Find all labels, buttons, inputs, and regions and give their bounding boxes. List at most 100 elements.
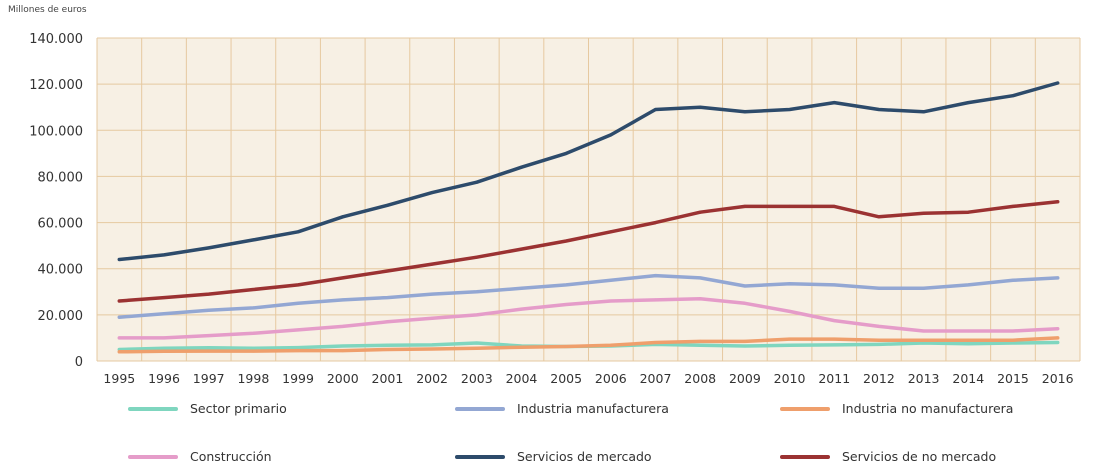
data-point [832, 343, 836, 347]
data-point [832, 283, 836, 287]
data-point [207, 246, 211, 250]
data-point [296, 349, 300, 353]
x-tick-label: 2009 [729, 371, 761, 386]
data-point [564, 239, 568, 243]
x-tick-label: 2000 [327, 371, 359, 386]
data-point [341, 344, 345, 348]
series-line [117, 273, 1060, 319]
x-tick-label: 2001 [372, 371, 404, 386]
data-point [1056, 327, 1060, 331]
data-point [698, 343, 702, 347]
data-point [743, 204, 747, 208]
data-point [743, 284, 747, 288]
data-point [385, 343, 389, 347]
data-point [788, 343, 792, 347]
data-point [877, 338, 881, 342]
data-point [519, 307, 523, 311]
x-tick-label: 2011 [818, 371, 850, 386]
data-point [1011, 278, 1015, 282]
data-point [788, 108, 792, 112]
data-point [922, 211, 926, 215]
x-tick-label: 1997 [193, 371, 225, 386]
data-point [877, 342, 881, 346]
data-point [698, 210, 702, 214]
x-tick-label: 2004 [506, 371, 538, 386]
data-point [1011, 94, 1015, 98]
data-point [385, 320, 389, 324]
data-point [743, 339, 747, 343]
series-line [117, 296, 1060, 340]
y-tick-label: 0 [75, 355, 83, 370]
x-tick-label: 2014 [952, 371, 984, 386]
data-point [430, 316, 434, 320]
data-point [966, 210, 970, 214]
y-tick-label: 120.000 [29, 78, 83, 93]
data-point [117, 257, 121, 261]
data-point [296, 230, 300, 234]
data-point [117, 299, 121, 303]
data-point [966, 329, 970, 333]
x-tick-label: 2003 [461, 371, 493, 386]
data-point [251, 306, 255, 310]
y-tick-label: 20.000 [38, 309, 84, 324]
data-point [788, 309, 792, 313]
x-tick-label: 1999 [282, 371, 314, 386]
data-point [698, 276, 702, 280]
x-tick-label: 1995 [103, 371, 135, 386]
data-point [922, 286, 926, 290]
data-point [296, 301, 300, 305]
data-point [788, 337, 792, 341]
data-point [519, 345, 523, 349]
data-point [296, 283, 300, 287]
series-line [117, 336, 1060, 354]
x-tick-label: 2010 [774, 371, 806, 386]
data-point [341, 298, 345, 302]
data-point [564, 151, 568, 155]
data-point [207, 308, 211, 312]
data-point [1011, 341, 1015, 345]
data-point [966, 338, 970, 342]
data-point [475, 180, 479, 184]
data-point [475, 313, 479, 317]
data-point [519, 286, 523, 290]
data-point [251, 287, 255, 291]
x-tick-label: 1996 [148, 371, 180, 386]
data-point [609, 278, 613, 282]
data-point [162, 253, 166, 257]
y-tick-label: 140.000 [29, 32, 83, 47]
data-point [609, 299, 613, 303]
x-tick-label: 2007 [640, 371, 672, 386]
data-point [296, 346, 300, 350]
y-tick-label: 40.000 [38, 263, 84, 278]
data-point [966, 283, 970, 287]
data-point [519, 165, 523, 169]
series-line [117, 200, 1060, 303]
data-point [832, 204, 836, 208]
data-point [832, 101, 836, 105]
data-point [162, 312, 166, 316]
data-point [475, 341, 479, 345]
data-point [385, 269, 389, 273]
y-tick-label: 80.000 [38, 170, 84, 185]
data-point [788, 204, 792, 208]
data-point [341, 276, 345, 280]
data-point [430, 191, 434, 195]
data-point [698, 339, 702, 343]
data-point [654, 221, 658, 225]
data-point [207, 292, 211, 296]
data-point [1056, 341, 1060, 345]
data-point [162, 346, 166, 350]
x-tick-label: 2015 [997, 371, 1029, 386]
data-point [1056, 276, 1060, 280]
data-point [654, 298, 658, 302]
data-point [1011, 338, 1015, 342]
data-point [251, 349, 255, 353]
y-axis-unit-label: Millones de euros [8, 5, 87, 15]
data-point [341, 324, 345, 328]
data-point [519, 247, 523, 251]
data-point [341, 215, 345, 219]
data-point [609, 343, 613, 347]
x-tick-label: 2002 [416, 371, 448, 386]
series-line [117, 81, 1060, 262]
data-point [564, 344, 568, 348]
